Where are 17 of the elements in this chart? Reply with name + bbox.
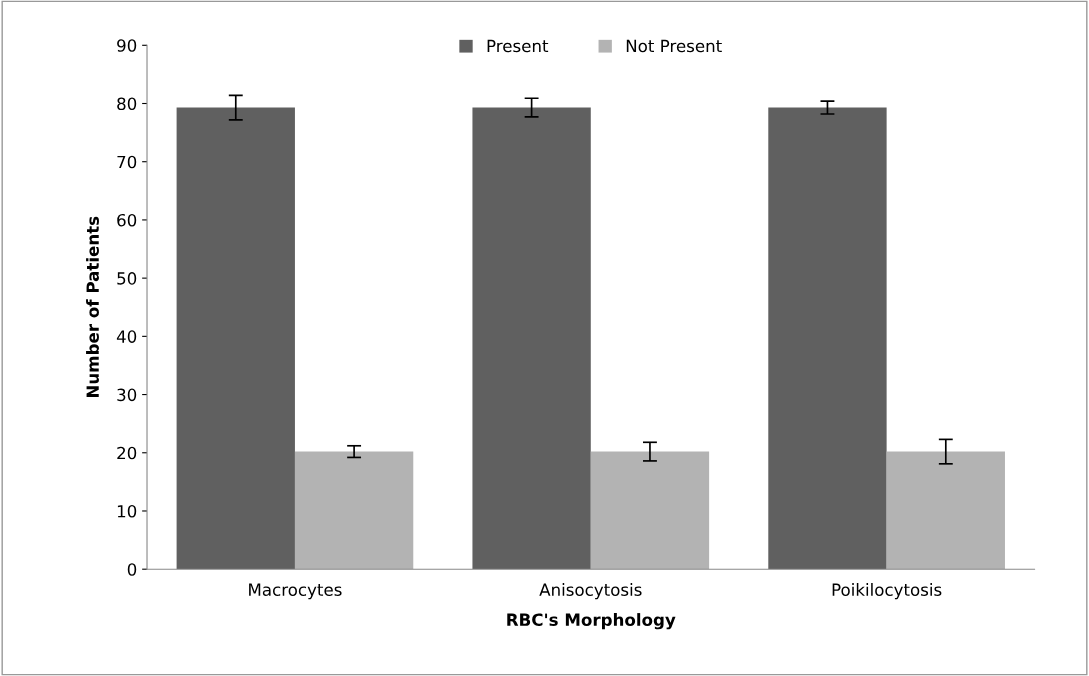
y-tick-label: 10	[117, 504, 137, 518]
y-tick-label: 70	[117, 155, 137, 169]
y-tick-label: 80	[117, 97, 137, 111]
y-tick-label: 0	[127, 563, 137, 576]
legend-label: Present	[487, 39, 549, 53]
y-axis-title: Number of Patients	[86, 216, 99, 398]
y-tick-label: 60	[117, 213, 137, 227]
y-tick-label: 50	[117, 272, 137, 285]
x-tick-label: Macrocytes	[249, 583, 342, 600]
y-tick-label: 20	[117, 446, 137, 460]
x-tick-label: Anisocytosis	[539, 583, 642, 600]
legend-label: Not Present	[626, 39, 722, 53]
y-tick-label: 40	[116, 330, 137, 343]
y-tick-label: 90	[117, 39, 137, 52]
x-tick-label: Poikilocytosis	[832, 583, 942, 600]
x-axis-title: RBC's Morphology	[507, 613, 676, 630]
y-tick-label: 30	[117, 388, 137, 402]
